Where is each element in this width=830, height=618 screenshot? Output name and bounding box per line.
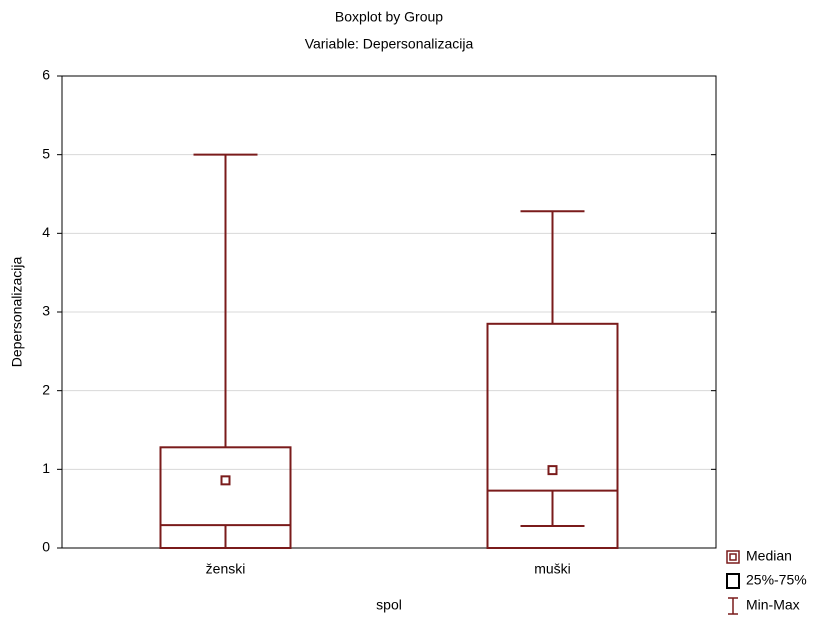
y-tick-label: 5	[42, 145, 50, 161]
y-axis-label: Depersonalizacija	[9, 257, 25, 368]
plot-frame	[61, 75, 717, 549]
y-tick-label: 4	[42, 224, 50, 240]
box	[486, 322, 619, 549]
x-tick-label: ženski	[206, 561, 246, 577]
x-tick-label: muški	[534, 561, 571, 577]
x-axis-label: spol	[376, 597, 402, 613]
box	[159, 446, 292, 550]
chart-subtitle: Variable: Depersonalizacija	[305, 36, 474, 52]
legend-label: Median	[746, 548, 792, 564]
legend-label: 25%-75%	[746, 572, 807, 588]
y-tick-label: 6	[42, 67, 50, 83]
legend-median-outer	[726, 550, 740, 564]
y-tick-label: 0	[42, 539, 50, 555]
median-marker	[220, 475, 231, 486]
y-tick-label: 3	[42, 303, 50, 319]
y-tick-label: 1	[42, 460, 50, 476]
legend-box	[726, 573, 740, 589]
median-marker	[547, 465, 558, 476]
legend-whisker	[728, 597, 738, 615]
y-tick-label: 2	[42, 381, 50, 397]
legend-median-inner	[729, 553, 737, 561]
legend-label: Min-Max	[746, 597, 800, 613]
chart-title: Boxplot by Group	[335, 9, 443, 25]
